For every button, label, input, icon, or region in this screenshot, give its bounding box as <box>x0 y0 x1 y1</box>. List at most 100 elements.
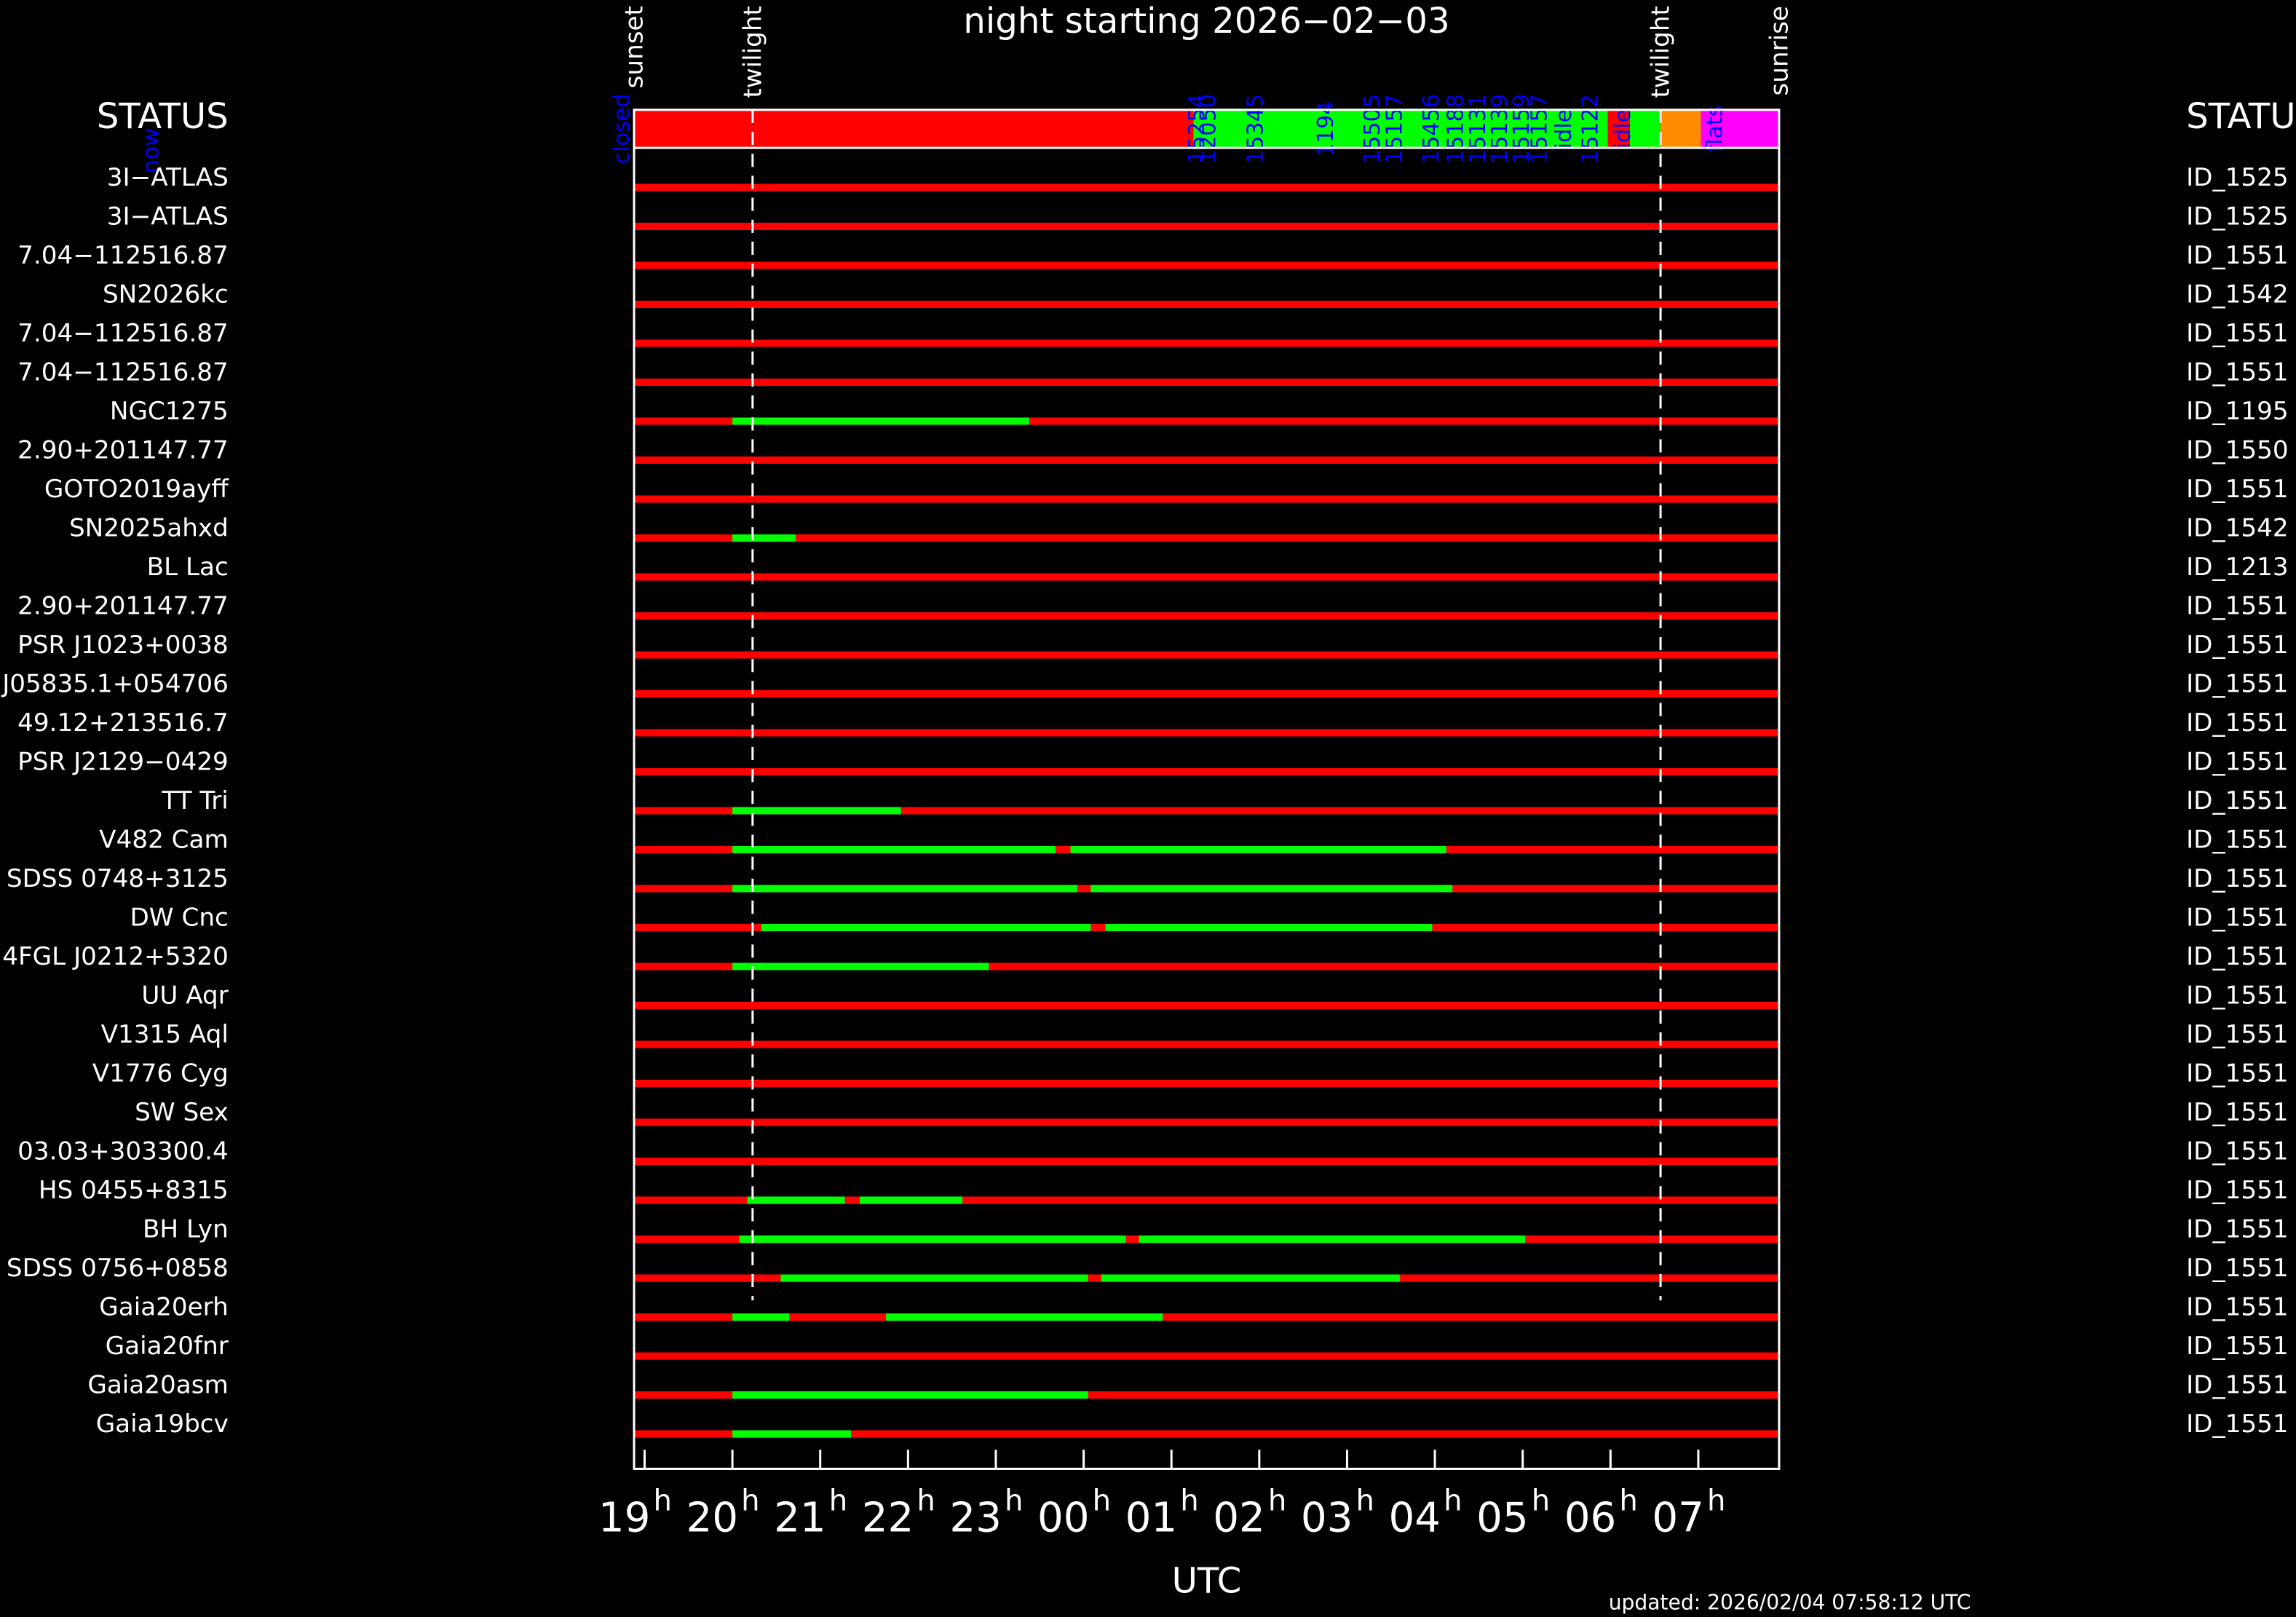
target-id: ID_1551 <box>2186 630 2289 660</box>
target-id: ID_1525 <box>2186 163 2289 192</box>
x-tick-suffix: h <box>1180 1484 1199 1518</box>
status-segment <box>1701 109 1779 149</box>
status-label: idle <box>1610 109 1636 149</box>
target-name: DW Cnc <box>130 903 228 932</box>
target-name: GOTO2019ayff <box>44 475 229 504</box>
target-id: ID_1551 <box>2186 1098 2289 1127</box>
target-id: ID_1551 <box>2186 1020 2289 1049</box>
now-label: now <box>139 128 165 173</box>
x-tick-suffix: h <box>1356 1484 1375 1518</box>
x-tick-label: 03 <box>1301 1494 1353 1541</box>
status-segment <box>1193 109 1608 149</box>
target-id: ID_1551 <box>2186 747 2289 776</box>
x-tick-label: 19 <box>598 1494 651 1541</box>
x-tick-label: 00 <box>1037 1494 1090 1541</box>
event-label: twilight <box>738 6 767 98</box>
target-name: HS 0455+8315 <box>39 1176 229 1205</box>
status-segment <box>1629 109 1661 149</box>
status-heading: STATUS <box>97 96 229 137</box>
target-id: ID_1542 <box>2186 513 2289 542</box>
status-label: 15345 <box>1243 94 1269 164</box>
target-id: ID_1551 <box>2186 1410 2289 1439</box>
x-tick-label: 06 <box>1564 1494 1617 1541</box>
x-tick-label: 07 <box>1652 1494 1704 1541</box>
x-tick-label: 23 <box>949 1494 1002 1541</box>
target-name: UU Aqr <box>141 981 229 1010</box>
x-tick-suffix: h <box>654 1484 673 1518</box>
status-segment <box>1607 109 1630 149</box>
target-name: 7.04−112516.87 <box>17 357 229 387</box>
x-tick-label: 20 <box>686 1494 738 1541</box>
target-name: 03.03+303300.4 <box>17 1136 229 1166</box>
x-tick-suffix: h <box>1268 1484 1287 1518</box>
status-heading: STATUS <box>2186 96 2296 137</box>
target-name: PSR J2129−0429 <box>17 747 229 776</box>
plot-frame <box>633 108 1781 1470</box>
target-id: ID_1551 <box>2186 864 2289 893</box>
status-label: 15122 <box>1577 94 1603 164</box>
status-label: 15139 <box>1487 94 1513 164</box>
target-name: 3I−ATLAS <box>107 202 229 231</box>
x-axis-label: UTC <box>1172 1560 1242 1601</box>
x-tick-label: 04 <box>1388 1494 1441 1541</box>
target-id: ID_1551 <box>2186 319 2289 348</box>
status-label: 15159 <box>1509 94 1535 164</box>
target-id: ID_1551 <box>2186 357 2289 387</box>
target-id: ID_1551 <box>2186 591 2289 620</box>
target-id: ID_1542 <box>2186 280 2289 309</box>
target-name: 2.90+201147.77 <box>17 435 229 464</box>
x-tick-label: 05 <box>1476 1494 1529 1541</box>
x-tick-suffix: h <box>829 1484 848 1518</box>
status-label: 15188 <box>1444 94 1469 164</box>
x-tick-suffix: h <box>1005 1484 1024 1518</box>
target-id: ID_1213 <box>2186 553 2289 582</box>
target-name: NGC1275 <box>110 397 229 426</box>
target-id: ID_1551 <box>2186 1059 2289 1088</box>
target-id: ID_1551 <box>2186 981 2289 1010</box>
target-name: 7.04−112516.87 <box>17 241 229 270</box>
x-tick-label: 22 <box>862 1494 914 1541</box>
target-id: ID_1551 <box>2186 903 2289 932</box>
event-label: sunset <box>620 6 649 88</box>
target-name: 2.90+201147.77 <box>17 591 229 620</box>
target-id: ID_1551 <box>2186 241 2289 270</box>
status-segment <box>633 109 1194 149</box>
event-label: sunrise <box>1765 6 1794 96</box>
target-name: V1315 Aql <box>101 1020 229 1049</box>
target-id: ID_1551 <box>2186 1254 2289 1283</box>
status-label: closed <box>609 94 635 165</box>
target-id: ID_1551 <box>2186 1292 2289 1321</box>
status-segment <box>1660 109 1701 149</box>
target-name: Gaia20asm <box>87 1371 228 1400</box>
status-label: 15254 <box>1184 94 1210 164</box>
target-name: Gaia19bcv <box>96 1410 229 1439</box>
target-name: SDSS 0748+3125 <box>7 864 229 893</box>
target-name: V482 Cam <box>99 825 229 854</box>
target-name: V1776 Cyg <box>92 1059 229 1088</box>
status-label: 15157 <box>1527 94 1552 164</box>
x-tick-suffix: h <box>1619 1484 1637 1518</box>
target-name: PSR J1023+0038 <box>17 630 229 660</box>
updated-note: updated: 2026/02/04 07:58:12 UTC <box>1609 1590 1971 1614</box>
target-id: ID_1525 <box>2186 202 2289 231</box>
x-tick-suffix: h <box>1532 1484 1550 1518</box>
target-id: ID_1551 <box>2186 942 2289 971</box>
target-name: TT Tri <box>161 786 228 815</box>
x-tick-suffix: h <box>741 1484 760 1518</box>
target-id: ID_1551 <box>2186 1371 2289 1400</box>
status-label: flats <box>1703 105 1728 152</box>
target-name: Gaia20erh <box>99 1292 229 1321</box>
target-id: ID_1551 <box>2186 708 2289 738</box>
x-tick-label: 21 <box>774 1494 826 1541</box>
target-id: ID_1551 <box>2186 475 2289 504</box>
target-name: BL Lac <box>147 553 229 582</box>
chart-title: night starting 2026−02−03 <box>963 1 1449 41</box>
target-name: J05835.1+054706 <box>1 669 229 698</box>
x-tick-label: 01 <box>1125 1494 1178 1541</box>
status-label: 15131 <box>1465 94 1491 164</box>
target-name: 7.04−112516.87 <box>17 319 229 348</box>
target-id: ID_1195 <box>2186 397 2289 426</box>
target-id: ID_1551 <box>2186 786 2289 815</box>
target-name: SN2025ahxd <box>69 513 229 542</box>
